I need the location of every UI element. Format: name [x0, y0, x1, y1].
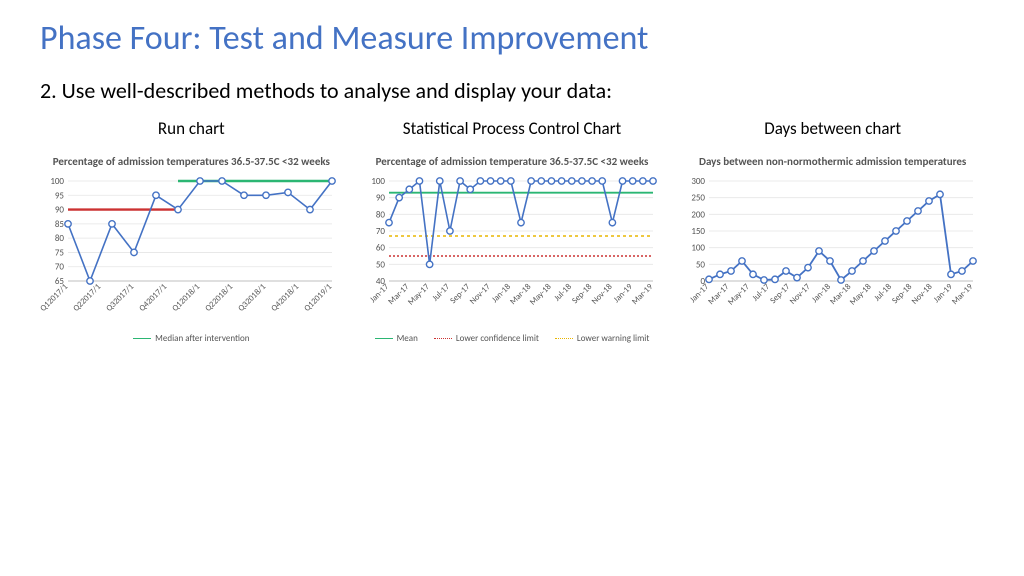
svg-text:Q12018/1: Q12018/1	[170, 282, 202, 314]
spc-chart: 405060708090100Jan-17Mar-17May-17Jul-17S…	[361, 175, 664, 325]
legend-item: Mean	[375, 333, 418, 344]
legend-item: Median after intervention	[133, 333, 249, 344]
days-chart-subtitle: Days between non-normothermic admission …	[699, 155, 966, 169]
svg-text:Q32017/1: Q32017/1	[104, 282, 136, 314]
spc-chart-subtitle: Percentage of admission temperature 36.5…	[376, 155, 649, 169]
svg-text:Q32018/1: Q32018/1	[236, 282, 268, 314]
days-chart: 050100150200250300Jan-17Mar-17May-17Jul-…	[681, 175, 984, 325]
days-chart-column: Days between chart Days between non-norm…	[681, 118, 984, 344]
svg-text:70: 70	[376, 226, 386, 237]
svg-text:300: 300	[692, 176, 706, 187]
svg-text:Q22018/1: Q22018/1	[203, 282, 235, 314]
svg-text:100: 100	[371, 176, 385, 187]
svg-text:50: 50	[376, 259, 386, 270]
svg-text:Nov-17: Nov-17	[788, 281, 813, 306]
svg-text:Q42018/1: Q42018/1	[269, 282, 301, 314]
svg-text:Sep-17: Sep-17	[769, 281, 793, 305]
legend-label: Median after intervention	[155, 333, 249, 344]
svg-text:50: 50	[696, 259, 706, 270]
svg-text:100: 100	[692, 242, 706, 253]
svg-text:Q42017/1: Q42017/1	[137, 282, 169, 314]
svg-text:60: 60	[376, 242, 386, 253]
svg-text:Mar-19: Mar-19	[630, 281, 655, 306]
svg-text:Sep-17: Sep-17	[448, 281, 472, 305]
legend-swatch	[434, 338, 452, 339]
spc-chart-column: Statistical Process Control Chart Percen…	[361, 118, 664, 344]
slide-title: Phase Four: Test and Measure Improvement	[40, 18, 984, 59]
run-chart: 65707580859095100Q12017/1Q22017/1Q32017/…	[40, 175, 343, 325]
svg-text:Q22017/1: Q22017/1	[71, 282, 103, 314]
legend-swatch	[555, 338, 573, 339]
svg-text:80: 80	[376, 209, 386, 220]
svg-text:Mar-19: Mar-19	[951, 281, 976, 306]
run-chart-legend: Median after intervention	[133, 333, 249, 344]
days-chart-heading: Days between chart	[764, 118, 901, 139]
svg-text:90: 90	[376, 192, 386, 203]
svg-text:150: 150	[692, 226, 706, 237]
svg-text:Nov-18: Nov-18	[910, 282, 935, 307]
legend-label: Lower warning limit	[577, 333, 649, 344]
spc-chart-heading: Statistical Process Control Chart	[403, 118, 621, 139]
svg-text:90: 90	[55, 204, 65, 215]
svg-text:May-18: May-18	[528, 282, 554, 308]
svg-text:Sep-18: Sep-18	[891, 282, 915, 306]
svg-text:80: 80	[55, 233, 65, 244]
svg-text:95: 95	[55, 190, 65, 201]
legend-swatch	[375, 338, 393, 339]
svg-text:Q12019/1: Q12019/1	[302, 282, 334, 314]
svg-text:100: 100	[50, 176, 64, 187]
slide-subtitle: 2. Use well-described methods to analyse…	[40, 77, 984, 104]
legend-label: Lower confidence limit	[456, 333, 539, 344]
run-chart-subtitle: Percentage of admission temperatures 36.…	[53, 155, 330, 169]
spc-chart-legend: Mean Lower confidence limit Lower warning …	[375, 333, 650, 344]
svg-text:Nov-18: Nov-18	[590, 282, 615, 307]
svg-text:May-18: May-18	[848, 282, 874, 308]
svg-text:75: 75	[55, 247, 65, 258]
legend-item: Lower confidence limit	[434, 333, 539, 344]
svg-text:Nov-17: Nov-17	[468, 281, 493, 306]
days-chart-svg: 050100150200250300Jan-17Mar-17May-17Jul-…	[681, 175, 981, 325]
svg-text:200: 200	[692, 209, 706, 220]
svg-text:70: 70	[55, 261, 65, 272]
svg-text:May-17: May-17	[406, 281, 432, 307]
run-chart-heading: Run chart	[158, 118, 225, 139]
charts-row: Run chart Percentage of admission temper…	[40, 118, 984, 344]
legend-swatch	[133, 338, 151, 339]
svg-text:Sep-18: Sep-18	[570, 282, 594, 306]
svg-text:85: 85	[55, 219, 65, 230]
legend-label: Mean	[397, 333, 418, 344]
spc-chart-svg: 405060708090100Jan-17Mar-17May-17Jul-17S…	[361, 175, 661, 325]
svg-text:May-17: May-17	[727, 281, 753, 307]
legend-item: Lower warning limit	[555, 333, 649, 344]
svg-text:250: 250	[692, 192, 706, 203]
run-chart-svg: 65707580859095100Q12017/1Q22017/1Q32017/…	[40, 175, 340, 325]
slide-title-text: Phase Four: Test and Measure Improvement	[40, 18, 648, 59]
run-chart-column: Run chart Percentage of admission temper…	[40, 118, 343, 344]
